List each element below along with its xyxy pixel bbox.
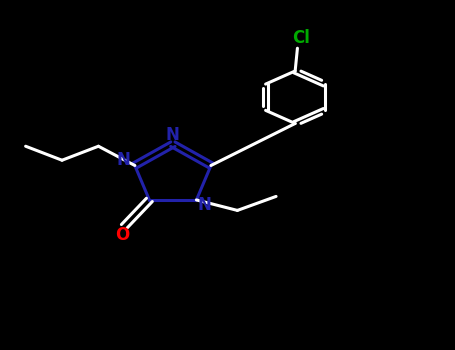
Text: Cl: Cl [292,29,310,48]
Text: O: O [115,226,129,244]
Text: N: N [197,196,212,214]
Text: N: N [166,126,180,145]
Text: N: N [116,151,131,169]
